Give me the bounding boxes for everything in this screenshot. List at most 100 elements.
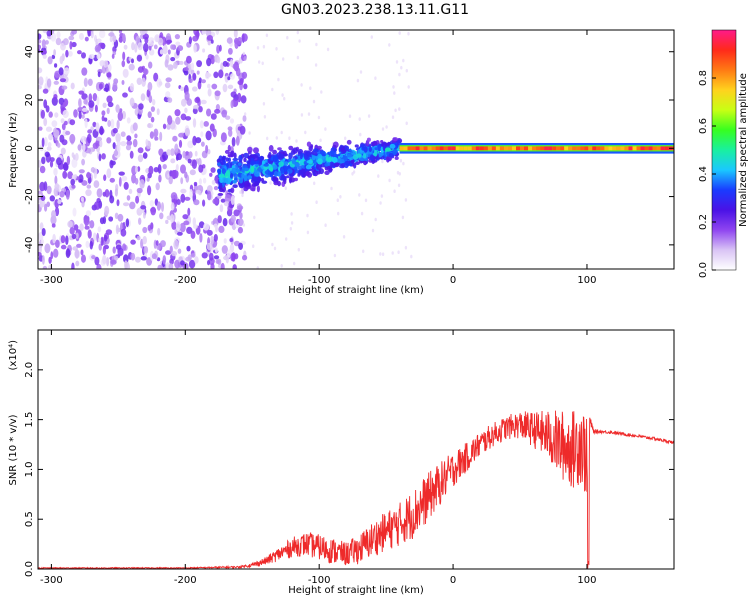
heatmap-cell — [222, 60, 228, 67]
heatmap-cell — [256, 185, 260, 193]
heatmap-cell — [221, 245, 228, 254]
heatmap-cell — [393, 91, 396, 95]
heatmap-cell — [41, 137, 45, 148]
heatmap-cell — [269, 171, 274, 178]
heatmap-cell — [62, 101, 67, 108]
heatmap-cell — [147, 111, 152, 119]
heatmap-cell — [115, 244, 122, 250]
heatmap-cell — [53, 129, 60, 138]
heatmap-cell — [213, 255, 220, 260]
heatmap-cell — [184, 91, 190, 101]
heatmap-cell — [405, 121, 408, 126]
heatmap-cell — [352, 170, 356, 174]
heatmap-cell — [186, 55, 192, 64]
heatmap-cell — [487, 146, 492, 151]
heatmap-cell — [250, 160, 256, 165]
heatmap-cell — [616, 146, 621, 151]
heatmap-cell — [59, 190, 65, 198]
heatmap-cell — [156, 201, 161, 211]
heatmap-cell — [391, 115, 395, 119]
heatmap-cell — [295, 139, 298, 143]
heatmap-cell — [175, 164, 179, 172]
heatmap-cell — [41, 39, 46, 49]
heatmap-cell — [283, 150, 287, 157]
snr-multiplier: (x10⁴) — [8, 340, 19, 371]
heatmap-cell — [272, 149, 277, 155]
heatmap-cell — [81, 93, 88, 100]
heatmap-cell — [206, 57, 212, 67]
heatmap-cell — [84, 118, 88, 129]
colorbar-gradient — [711, 29, 737, 271]
heatmap-cell — [187, 254, 192, 261]
heatmap-cell — [337, 211, 340, 216]
heatmap-cell — [112, 127, 118, 134]
heatmap-cell — [38, 67, 43, 74]
heatmap-cell — [237, 126, 242, 131]
heatmap-cell — [243, 167, 250, 172]
heatmap-cell — [210, 235, 214, 245]
heatmap-cell — [132, 122, 138, 131]
heatmap-cell — [156, 108, 160, 116]
heatmap-cell — [241, 71, 248, 79]
heatmap-cell — [624, 146, 629, 151]
heatmap-cell — [116, 144, 121, 153]
heatmap-cell — [117, 111, 124, 122]
heatmap-cell — [173, 239, 179, 250]
heatmap-cell — [317, 145, 322, 150]
heatmap-cell — [65, 248, 71, 259]
heatmap-cell — [59, 78, 67, 83]
heatmap-cell — [229, 173, 234, 179]
heatmap-cell — [359, 70, 363, 74]
heatmap-cell — [385, 147, 391, 152]
heatmap-cell — [277, 147, 282, 151]
heatmap-cell — [210, 113, 217, 120]
heatmap-cell — [84, 221, 88, 228]
y-tick-label: 0.0 — [24, 561, 35, 577]
heatmap-cell — [68, 35, 75, 41]
heatmap-cell — [147, 81, 153, 92]
heatmap-cell — [155, 182, 160, 191]
heatmap-cell — [312, 171, 316, 177]
heatmap-cell — [346, 153, 353, 158]
heatmap-cell — [118, 30, 123, 34]
heatmap-cell — [235, 168, 241, 173]
heatmap-cell — [122, 92, 128, 98]
heatmap-cell — [344, 145, 350, 151]
heatmap-cell — [226, 37, 233, 44]
heatmap-cell — [192, 135, 197, 146]
heatmap-cell — [218, 225, 225, 233]
heatmap-cell — [381, 159, 384, 164]
heatmap-cell — [69, 133, 76, 144]
heatmap-cell — [215, 259, 220, 264]
heatmap-cell — [328, 166, 333, 173]
heatmap-cell — [72, 207, 77, 217]
heatmap-cell — [223, 255, 229, 261]
y-tick-label: 2.0 — [24, 362, 35, 378]
heatmap-cell — [203, 121, 209, 127]
heatmap-cell — [491, 146, 496, 151]
heatmap-cell — [175, 221, 181, 232]
heatmap-cell — [544, 146, 549, 151]
heatmap-cell — [143, 42, 149, 53]
heatmap-cell — [628, 146, 633, 151]
heatmap-cell — [164, 59, 169, 68]
heatmap-cell — [190, 62, 195, 71]
heatmap-cell — [324, 127, 327, 131]
heatmap-cell — [69, 119, 76, 126]
heatmap-cell — [295, 169, 299, 174]
heatmap-cell — [306, 160, 313, 164]
heatmap-cell — [451, 146, 456, 151]
heatmap-cell — [392, 85, 395, 89]
heatmap-cell — [69, 227, 75, 235]
heatmap-cell — [632, 146, 637, 151]
heatmap-cell — [291, 157, 296, 165]
heatmap-cell — [608, 146, 613, 151]
heatmap-cell — [38, 160, 42, 168]
heatmap-cell — [640, 146, 645, 151]
heatmap-cell — [206, 185, 213, 193]
heatmap-cell — [147, 123, 151, 128]
heatmap-cell — [195, 189, 201, 194]
heatmap-cell — [229, 58, 234, 68]
heatmap-cell — [592, 146, 597, 151]
